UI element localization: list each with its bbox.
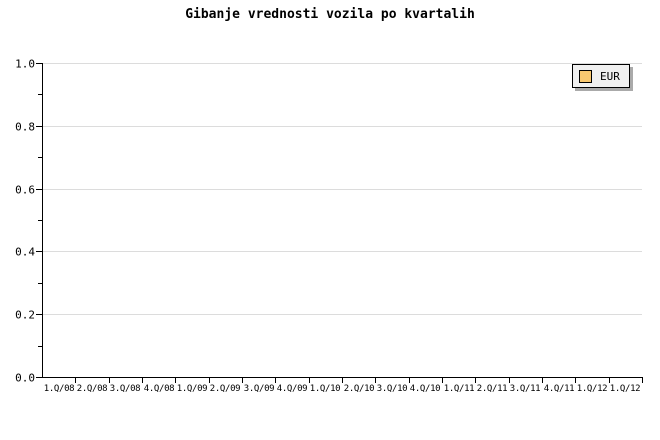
x-tick-16 <box>575 378 576 383</box>
y-minor-tick-0.5 <box>38 220 42 221</box>
x-tick-label-14: 3.Q/11 <box>509 384 541 394</box>
x-tick-label-6: 3.Q/09 <box>243 384 275 394</box>
x-tick-3 <box>142 378 143 383</box>
gridline-y-1.0 <box>43 63 642 64</box>
x-tick-8 <box>309 378 310 383</box>
y-axis-line <box>42 63 43 378</box>
x-tick-label-13: 2.Q/11 <box>476 384 508 394</box>
x-tick-label-10: 3.Q/10 <box>376 384 408 394</box>
legend-swatch-eur <box>579 69 592 83</box>
x-tick-label-16: 1.Q/12 <box>576 384 608 394</box>
y-tick-label-0.6: 0.6 <box>15 183 35 197</box>
x-tick-10 <box>375 378 376 383</box>
x-tick-label-4: 1.Q/09 <box>176 384 208 394</box>
y-major-tick-0.2 <box>36 314 42 315</box>
x-tick-label-5: 2.Q/09 <box>209 384 241 394</box>
y-major-tick-1.0 <box>36 63 42 64</box>
x-axis-line <box>42 377 643 378</box>
x-tick-15 <box>542 378 543 383</box>
y-major-tick-0.4 <box>36 251 42 252</box>
x-tick-11 <box>409 378 410 383</box>
gridline-y-0.2 <box>43 314 642 315</box>
x-tick-label-12: 1.Q/11 <box>443 384 475 394</box>
x-tick-1 <box>75 378 76 383</box>
y-major-tick-0.6 <box>36 189 42 190</box>
x-tick-label-2: 3.Q/08 <box>109 384 141 394</box>
x-tick-4 <box>175 378 176 383</box>
x-tick-label-7: 4.Q/09 <box>276 384 308 394</box>
x-tick-label-11: 4.Q/10 <box>409 384 441 394</box>
x-tick-label-1: 2.Q/08 <box>76 384 108 394</box>
chart-title: Gibanje vrednosti vozila po kvartalih <box>185 7 475 22</box>
y-tick-label-0.4: 0.4 <box>15 245 35 259</box>
x-tick-17 <box>609 378 610 383</box>
y-tick-label-0.2: 0.2 <box>15 308 35 322</box>
x-tick-7 <box>275 378 276 383</box>
x-tick-label-0: 1.Q/08 <box>43 384 75 394</box>
y-tick-label-0.0: 0.0 <box>15 371 35 385</box>
y-tick-label-1.0: 1.0 <box>15 57 35 71</box>
x-tick-12 <box>442 378 443 383</box>
x-tick-label-15: 4.Q/11 <box>543 384 575 394</box>
y-minor-tick-0.9 <box>38 94 42 95</box>
x-tick-9 <box>342 378 343 383</box>
x-tick-label-3: 4.Q/08 <box>143 384 175 394</box>
gridline-y-0.8 <box>43 126 642 127</box>
x-tick-5 <box>209 378 210 383</box>
x-tick-14 <box>509 378 510 383</box>
gridline-y-0.4 <box>43 251 642 252</box>
y-minor-tick-0.1 <box>38 346 42 347</box>
y-tick-label-0.8: 0.8 <box>15 120 35 134</box>
y-major-tick-0.0 <box>36 377 42 378</box>
x-tick-label-9: 2.Q/10 <box>343 384 375 394</box>
x-tick-2 <box>109 378 110 383</box>
legend-box: EUR <box>572 64 630 88</box>
y-major-tick-0.8 <box>36 126 42 127</box>
x-tick-label-17: 1.Q/12 <box>609 384 641 394</box>
legend-label-eur: EUR <box>600 69 620 83</box>
x-tick-label-8: 1.Q/10 <box>309 384 341 394</box>
y-minor-tick-0.3 <box>38 283 42 284</box>
y-minor-tick-0.7 <box>38 157 42 158</box>
x-tick-18 <box>642 378 643 383</box>
gridline-y-0.6 <box>43 189 642 190</box>
x-tick-13 <box>475 378 476 383</box>
x-tick-6 <box>242 378 243 383</box>
